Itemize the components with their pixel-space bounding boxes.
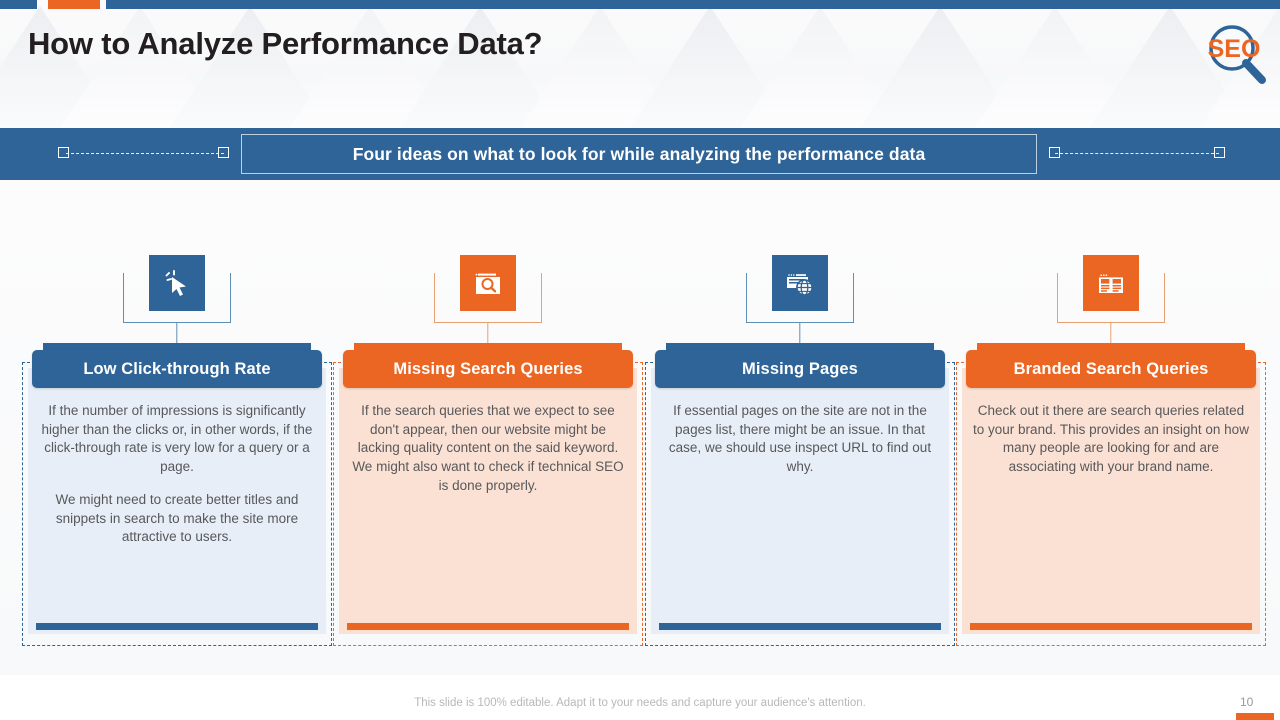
slide-footer: This slide is 100% editable. Adapt it to… bbox=[0, 675, 1280, 720]
page-number-accent-bar bbox=[1236, 713, 1274, 720]
card-top-accent-bar bbox=[354, 343, 622, 350]
banner-dashed-line-left bbox=[66, 153, 224, 154]
icon-connector-stem bbox=[1110, 323, 1112, 345]
card-paragraph: We might need to create better titles an… bbox=[55, 491, 299, 545]
icon-tile-2 bbox=[460, 255, 516, 311]
card-top-accent-bar bbox=[666, 343, 934, 350]
card-paragraph: If essential pages on the site are not i… bbox=[668, 403, 932, 475]
browser-search-icon bbox=[475, 272, 500, 294]
icon-assembly-3 bbox=[645, 255, 955, 355]
top-rule-blue-left bbox=[0, 0, 37, 9]
icon-bracket bbox=[1057, 273, 1165, 323]
icon-tile-4 bbox=[1083, 255, 1139, 311]
card-fill bbox=[651, 368, 949, 634]
banner-node-marker bbox=[1214, 147, 1225, 158]
browser-layout-icon bbox=[1099, 273, 1123, 293]
browser-globe-icon bbox=[787, 273, 813, 296]
card-title: Missing Pages bbox=[742, 359, 858, 378]
card-body-2: If the search queries that we expect to … bbox=[349, 402, 627, 496]
page-number: 10 bbox=[1240, 695, 1254, 709]
card-title: Missing Search Queries bbox=[393, 359, 583, 378]
banner-text-box: Four ideas on what to look for while ana… bbox=[241, 134, 1037, 174]
card-paragraph: If the number of impressions is signific… bbox=[41, 403, 313, 475]
card-title: Low Click-through Rate bbox=[83, 359, 271, 378]
cursor-click-icon bbox=[165, 270, 186, 296]
card-body-1: If the number of impressions is signific… bbox=[38, 402, 316, 547]
icon-connector-stem bbox=[176, 323, 178, 345]
card-paragraph: Check out it there are search queries re… bbox=[973, 403, 1249, 475]
page-title: How to Analyze Performance Data? bbox=[28, 26, 543, 61]
icon-connector-stem bbox=[799, 323, 801, 345]
subtitle-banner bbox=[0, 128, 1280, 180]
cards-area: Low Click-through Rate If the number of … bbox=[0, 180, 1280, 675]
footer-note: This slide is 100% editable. Adapt it to… bbox=[414, 697, 866, 709]
triangle-pattern-background bbox=[0, 6, 1280, 128]
card-body-3: If essential pages on the site are not i… bbox=[661, 402, 939, 477]
card-body-4: Check out it there are search queries re… bbox=[972, 402, 1250, 477]
card-header-2: Missing Search Queries bbox=[343, 350, 633, 388]
icon-assembly-2 bbox=[333, 255, 643, 355]
icon-bracket bbox=[123, 273, 231, 323]
card-header-4: Branded Search Queries bbox=[966, 350, 1256, 388]
card-2[interactable]: Missing Search Queries If the search que… bbox=[333, 350, 643, 646]
card-bottom-accent-bar bbox=[36, 623, 318, 630]
icon-tile-3 bbox=[772, 255, 828, 311]
banner-node-marker bbox=[58, 147, 69, 158]
card-paragraph: If the search queries that we expect to … bbox=[352, 403, 624, 493]
card-header-3: Missing Pages bbox=[655, 350, 945, 388]
card-bottom-accent-bar bbox=[659, 623, 941, 630]
icon-tile-1 bbox=[149, 255, 205, 311]
card-fill bbox=[339, 368, 637, 634]
icon-bracket bbox=[434, 273, 542, 323]
card-fill bbox=[962, 368, 1260, 634]
card-header-1: Low Click-through Rate bbox=[32, 350, 322, 388]
card-3[interactable]: Missing Pages If essential pages on the … bbox=[645, 350, 955, 646]
banner-label: Four ideas on what to look for while ana… bbox=[352, 143, 926, 164]
svg-text:SEO: SEO bbox=[1208, 35, 1261, 63]
icon-assembly-1 bbox=[22, 255, 332, 355]
card-title: Branded Search Queries bbox=[1013, 359, 1209, 378]
icon-assembly-4 bbox=[956, 255, 1266, 355]
card-bottom-accent-bar bbox=[970, 623, 1252, 630]
seo-logo-magnifier-icon: SEO bbox=[1208, 25, 1266, 84]
card-fill bbox=[28, 368, 326, 634]
icon-connector-stem bbox=[487, 323, 489, 345]
slide-header: How to Analyze Performance Data? SEO bbox=[0, 0, 1280, 128]
banner-dashed-line-right bbox=[1055, 153, 1219, 154]
card-4[interactable]: Branded Search Queries Check out it ther… bbox=[956, 350, 1266, 646]
card-bottom-accent-bar bbox=[347, 623, 629, 630]
card-top-accent-bar bbox=[43, 343, 311, 350]
top-rule-blue-right bbox=[106, 0, 1280, 9]
banner-node-marker bbox=[218, 147, 229, 158]
banner-node-marker bbox=[1049, 147, 1060, 158]
icon-bracket bbox=[746, 273, 854, 323]
top-rule-orange bbox=[48, 0, 100, 9]
card-1[interactable]: Low Click-through Rate If the number of … bbox=[22, 350, 332, 646]
card-top-accent-bar bbox=[977, 343, 1245, 350]
